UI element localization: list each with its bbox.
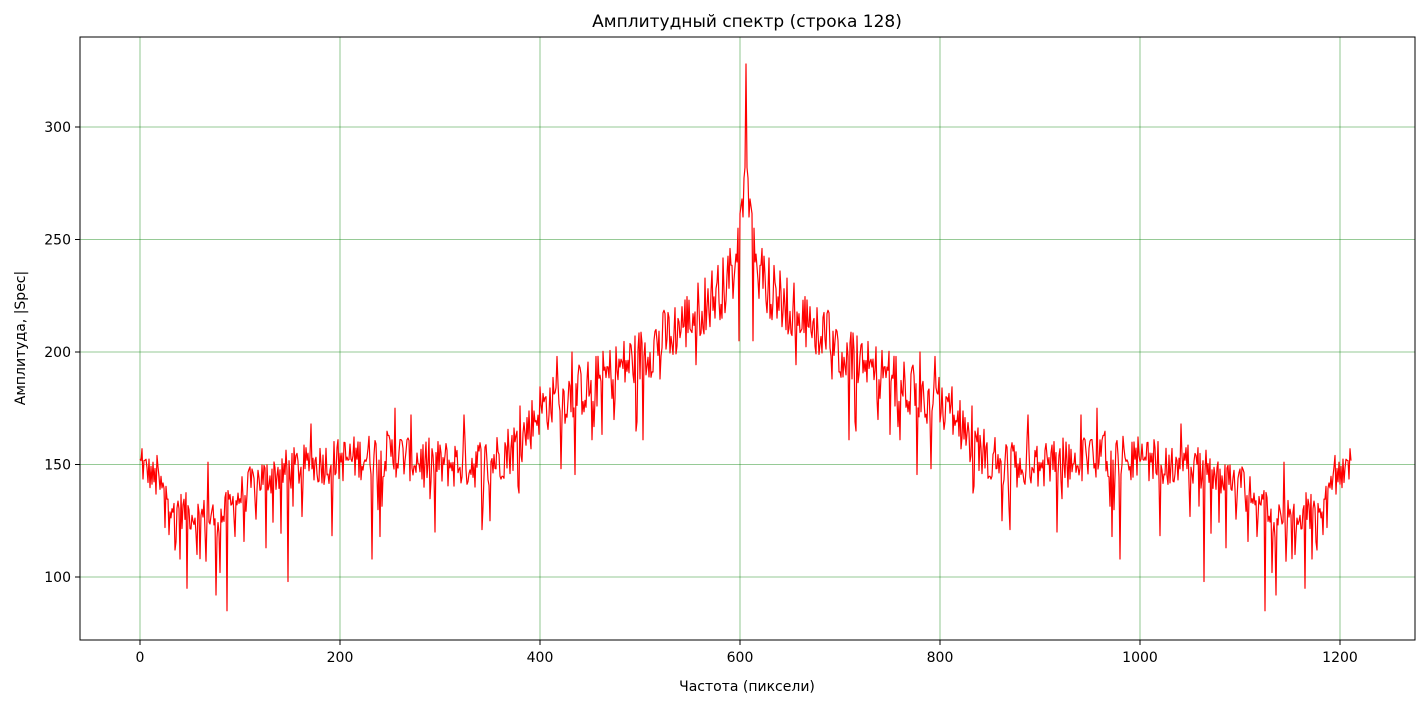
y-tick-label: 200	[44, 345, 71, 361]
x-tick-label: 1200	[1322, 650, 1358, 666]
spectrum-line	[139, 63, 1352, 612]
plot-frame	[79, 36, 1416, 641]
grid-lines	[80, 37, 1415, 640]
y-tick-label: 250	[44, 233, 71, 249]
y-tick-label: 150	[44, 458, 71, 474]
x-tick-label: 600	[727, 650, 754, 666]
x-tick-label: 800	[927, 650, 954, 666]
x-tick-label: 400	[527, 650, 554, 666]
y-axis: 100 150 200 250 300	[44, 120, 80, 586]
x-axis-title: Частота (пиксели)	[679, 679, 815, 695]
x-tick-label: 1000	[1122, 650, 1158, 666]
x-tick-label: 200	[327, 650, 354, 666]
x-axis: 0 200 400 600 800 1000 1200	[136, 640, 1358, 666]
y-tick-label: 300	[44, 120, 71, 136]
plot-area	[139, 63, 1352, 612]
x-tick-label: 0	[136, 650, 145, 666]
y-axis-title: Амплитуда, |Spec|	[13, 271, 29, 405]
y-tick-label: 100	[44, 570, 71, 586]
chart-title: Амплитудный спектр (строка 128)	[592, 12, 902, 32]
